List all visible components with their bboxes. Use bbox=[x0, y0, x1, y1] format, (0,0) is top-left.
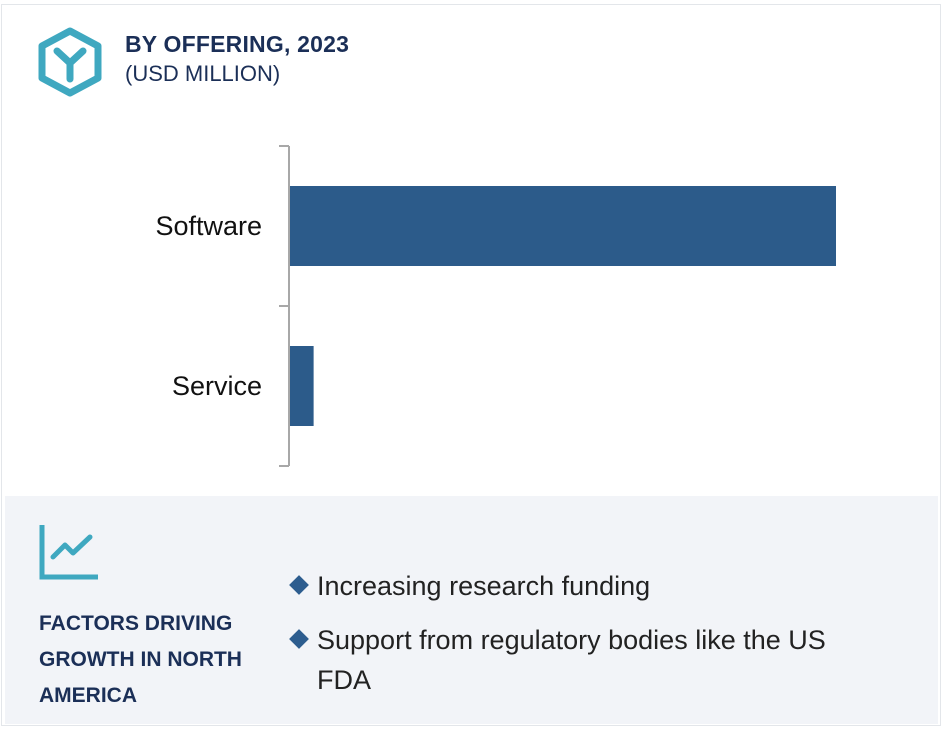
factors-list: Increasing research funding Support from… bbox=[287, 566, 887, 714]
factor-text: Increasing research funding bbox=[317, 571, 651, 601]
trend-line-icon bbox=[39, 525, 98, 580]
factors-title: FACTORS DRIVING GROWTH IN NORTH AMERICA bbox=[39, 612, 242, 707]
factor-item: Support from regulatory bodies like the … bbox=[287, 620, 887, 700]
bar-service bbox=[289, 346, 314, 426]
chart-title: BY OFFERING, 2023 bbox=[125, 31, 350, 57]
chart-subtitle: (USD MILLION) bbox=[125, 61, 281, 86]
factors-panel: FACTORS DRIVING GROWTH IN NORTH AMERICA … bbox=[5, 496, 938, 724]
factor-text: Support from regulatory bodies like the … bbox=[317, 625, 826, 695]
bar-chart: Software Service bbox=[155, 145, 836, 467]
category-label-service: Service bbox=[172, 371, 262, 401]
hexagon-y-logo-icon bbox=[38, 27, 102, 97]
diamond-bullet-icon bbox=[289, 629, 309, 649]
factor-item: Increasing research funding bbox=[287, 566, 887, 606]
category-label-software: Software bbox=[155, 211, 262, 241]
diamond-bullet-icon bbox=[289, 575, 309, 595]
bar-software bbox=[289, 186, 836, 266]
